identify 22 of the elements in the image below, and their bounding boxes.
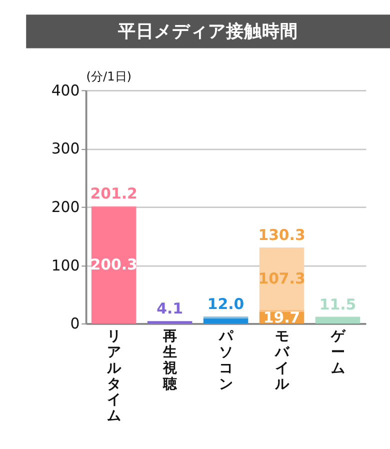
total-label: 4.1 — [156, 300, 184, 318]
total-label: 11.5 — [319, 295, 356, 314]
bar — [315, 316, 360, 324]
y-tick-label: 400 — [51, 81, 80, 100]
y-tick-label: 0 — [70, 314, 80, 333]
x-tick-label: パソコン — [218, 328, 234, 392]
y-tick-label: 300 — [51, 140, 80, 158]
y-tick-label: 100 — [51, 256, 80, 274]
total-label: 12.0 — [207, 295, 244, 313]
total-label: 201.2 — [90, 184, 138, 203]
x-tick-label: モバイル — [274, 328, 290, 392]
x-tick-label: 再生視聴 — [162, 328, 178, 392]
x-tick-label: ゲーム — [330, 328, 346, 376]
y-tick-label: 200 — [51, 198, 80, 216]
bar — [203, 318, 248, 324]
data-label: 19.7 — [263, 308, 300, 326]
bar — [91, 206, 136, 324]
total-label: 130.3 — [258, 226, 306, 244]
data-label: 200.3 — [90, 256, 138, 274]
y-axis-title: (分/1日) — [86, 69, 132, 84]
x-tick-label: リアルタイム — [106, 328, 122, 424]
chart-title: 平日メディア接触時間 — [117, 21, 298, 42]
